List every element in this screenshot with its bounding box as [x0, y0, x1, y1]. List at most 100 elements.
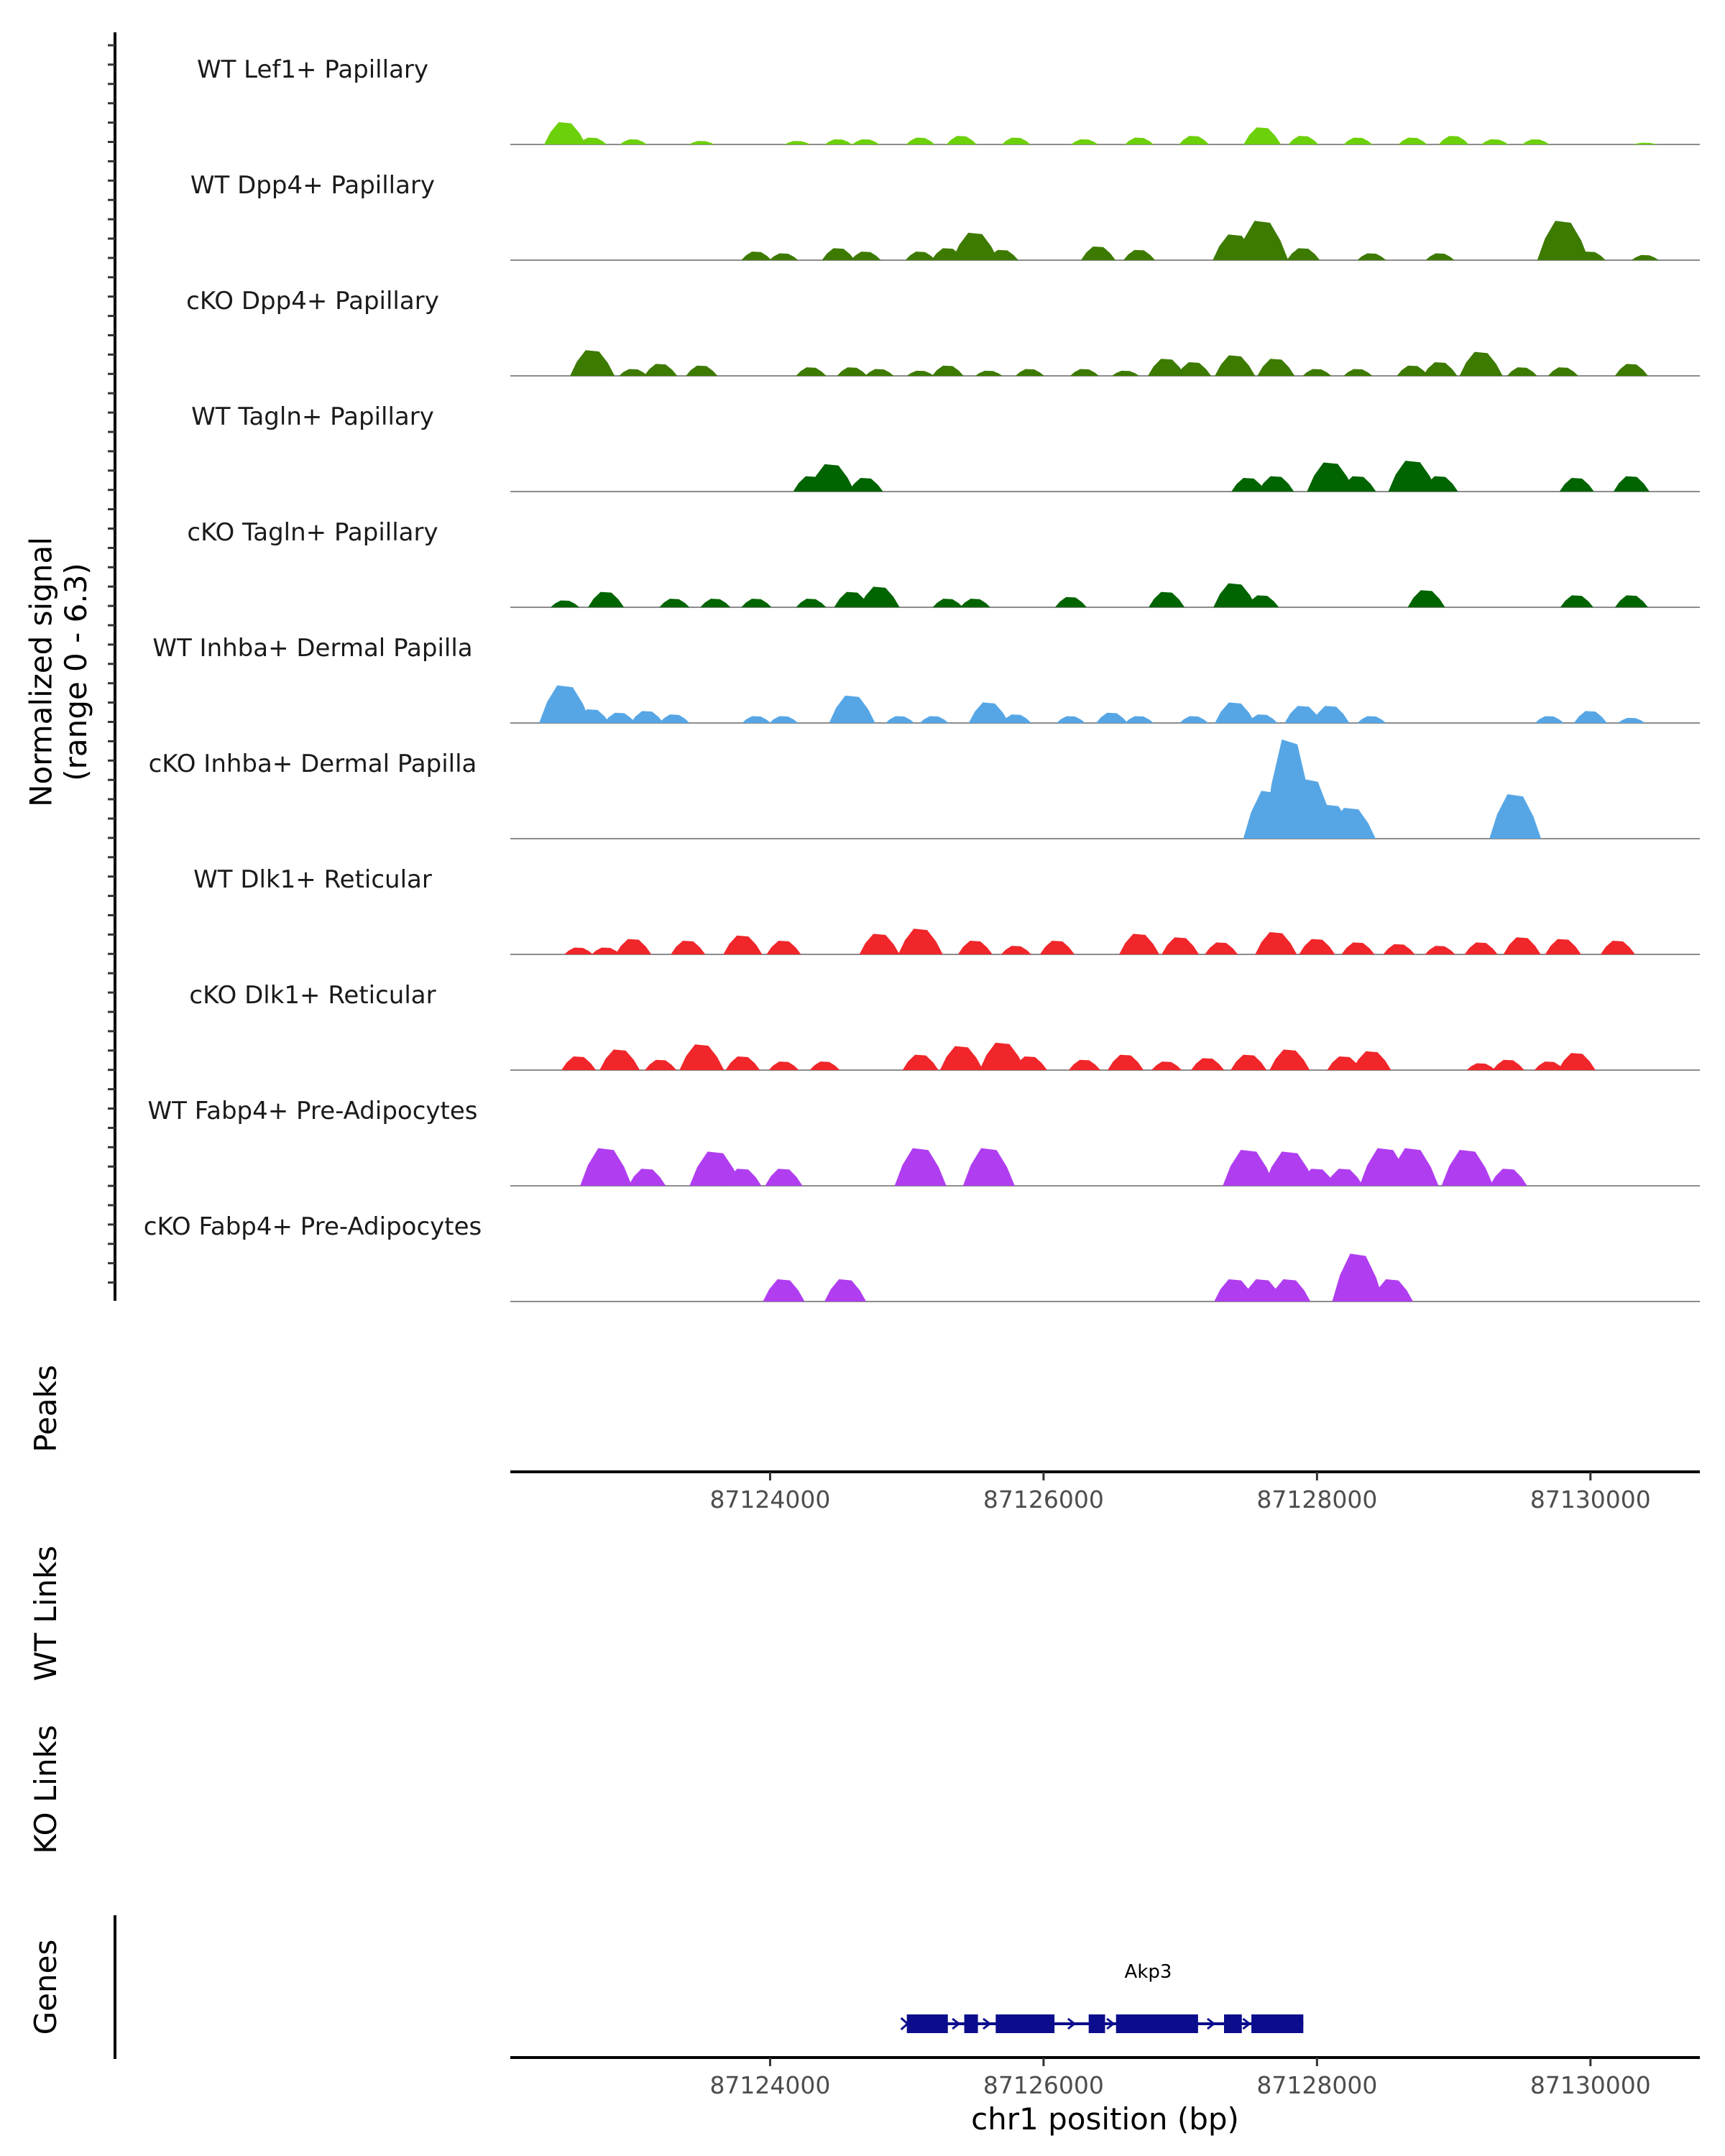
coverage-peak [894, 1148, 947, 1186]
coverage-peak [1534, 1061, 1565, 1070]
gene-track: Akp3 [900, 1961, 1304, 2033]
coverage-peak [1070, 139, 1098, 144]
genes-x-axis: 87124000 87126000 87128000 87130000 chr1 pos… [510, 2056, 1700, 2137]
coverage-peak [1492, 1059, 1524, 1070]
coverage-peak [1015, 369, 1044, 376]
coverage-peak [592, 947, 621, 954]
coverage-peak [1332, 1253, 1384, 1302]
coverage-peak [1307, 462, 1355, 492]
coverage-peak [763, 1279, 805, 1302]
coverage-peak [1617, 717, 1645, 723]
coverage-peak [859, 934, 900, 954]
coverage-peak [848, 477, 883, 492]
coverage-peak [1070, 369, 1099, 376]
gene-exon [1088, 2014, 1105, 2033]
coverage-peak [1287, 248, 1320, 260]
coverage-peak [784, 141, 811, 144]
coverage-peak [1179, 716, 1209, 723]
coverage-peak [1215, 702, 1256, 723]
track-label: cKO Tagln+ Papillary [187, 518, 438, 547]
coverage-peak [630, 711, 664, 723]
coverage-peak [902, 1054, 939, 1070]
coverage-peak [1302, 369, 1332, 376]
coverage-peak [628, 1169, 666, 1186]
coverage-peak [769, 253, 799, 260]
coverage-peak [686, 365, 718, 376]
gene-exon [1251, 2014, 1304, 2033]
coverage-peak [644, 364, 678, 376]
coverage-peak [615, 939, 652, 954]
coverage-peak [1558, 1053, 1596, 1070]
x-tick-label: 87128000 [1256, 1485, 1377, 1514]
track-10: WT Fabp4+ Pre-Adipocytes [148, 1097, 1700, 1187]
coverage-peak [946, 136, 977, 144]
gene-exon [906, 2014, 948, 2033]
coverage-peak [599, 1049, 640, 1070]
signal-y-axis: Normalized signal(range 0 - 6.3) [24, 32, 116, 1301]
coverage-peak [898, 929, 943, 954]
coverage-peak [564, 947, 594, 954]
coverage-peak [1257, 359, 1295, 376]
coverage-peak [1535, 716, 1564, 723]
coverage-peak [645, 1059, 677, 1070]
coverage-peak [932, 365, 964, 376]
coverage-peak [986, 249, 1018, 260]
coverage-peak [1573, 711, 1607, 723]
coverage-peak [1056, 716, 1085, 723]
x-tick-label: 87130000 [1530, 2071, 1651, 2099]
coverage-peak [1258, 476, 1294, 492]
coverage-peak [1255, 932, 1297, 954]
coverage-peak [906, 137, 935, 144]
coverage-peak [769, 716, 799, 723]
coverage-peak [939, 1046, 983, 1070]
coverage-peak [1148, 359, 1186, 376]
coverage-peak [723, 935, 763, 954]
coverage-peak [1537, 221, 1589, 260]
coverage-peak [1545, 939, 1581, 954]
track-8: WT Dlk1+ Reticular [193, 865, 1700, 955]
gene-exon [1116, 2014, 1198, 2033]
y-axis-label: Normalized signal(range 0 - 6.3) [24, 537, 93, 807]
strand-arrow-icon [952, 2017, 961, 2030]
track-2: WT Dpp4+ Papillary [190, 171, 1700, 261]
coverage-peak [671, 940, 706, 954]
coverage-peak [588, 591, 625, 607]
coverage-peak [741, 252, 772, 260]
x-tick-label: 87128000 [1256, 2071, 1377, 2099]
track-1: WT Lef1+ Papillary [197, 55, 1700, 145]
track-6: WT Inhba+ Dermal Papilla [152, 634, 1700, 724]
coverage-peak [1177, 361, 1212, 376]
genes-label: Genes [28, 1940, 63, 2035]
track-3: cKO Dpp4+ Papillary [186, 287, 1700, 377]
coverage-peak [1243, 127, 1282, 144]
gene-name-label: Akp3 [1125, 1961, 1172, 1983]
coverage-peak [824, 1279, 867, 1302]
coverage-peak [829, 695, 875, 723]
coverage-peak [932, 599, 963, 607]
track-label: WT Lef1+ Papillary [197, 55, 428, 84]
coverage-peak [1236, 221, 1289, 260]
track-label: WT Tagln+ Papillary [191, 402, 434, 431]
coverage-peak [1614, 364, 1648, 376]
coverage-peak [1371, 1279, 1413, 1302]
coverage-peak [1459, 351, 1503, 376]
coverage-peak [905, 252, 936, 260]
coverage-peak [1205, 942, 1238, 954]
coverage-peak [1269, 1049, 1310, 1070]
coverage-peak [1039, 940, 1075, 954]
track-4: WT Tagln+ Papillary [191, 402, 1700, 492]
coverage-peak [1357, 253, 1386, 260]
strand-arrow-icon [1242, 2017, 1251, 2030]
coverage-peak [1191, 1058, 1225, 1070]
coverage-peak [1631, 254, 1659, 260]
coverage-peak [1547, 367, 1578, 376]
coverage-peak [1230, 1054, 1267, 1070]
coverage-tracks: WT Lef1+ Papillary WT Dpp4+ Papillary cKO … [144, 55, 1700, 1302]
track-label: cKO Dpp4+ Papillary [186, 287, 439, 315]
coverage-peak [1464, 942, 1498, 954]
coverage-peak [796, 599, 827, 607]
coverage-peak [1288, 136, 1319, 144]
coverage-peak [1614, 595, 1648, 607]
track-label: cKO Dlk1+ Reticular [189, 981, 436, 1010]
